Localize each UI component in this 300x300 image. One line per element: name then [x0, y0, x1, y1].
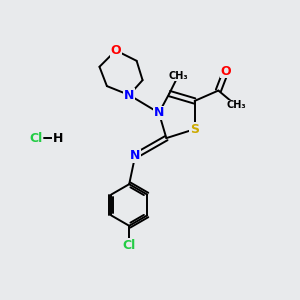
Text: Cl: Cl	[123, 238, 136, 252]
Text: O: O	[220, 65, 231, 78]
Text: CH₃: CH₃	[226, 100, 246, 110]
Text: H: H	[53, 132, 63, 145]
Text: Cl: Cl	[29, 132, 42, 145]
Text: O: O	[110, 44, 121, 57]
Text: S: S	[190, 123, 199, 136]
Text: N: N	[154, 106, 164, 119]
Text: CH₃: CH₃	[168, 71, 188, 81]
Text: N: N	[130, 149, 140, 162]
Text: N: N	[124, 88, 134, 101]
